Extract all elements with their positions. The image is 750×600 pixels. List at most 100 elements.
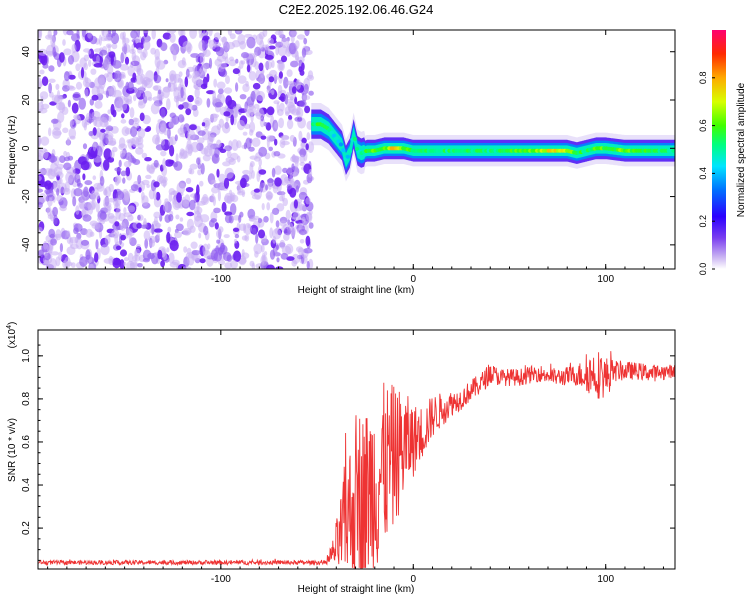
- noise-speckle: [261, 252, 266, 264]
- noise-speckle: [77, 156, 88, 165]
- noise-speckle: [63, 48, 72, 56]
- noise-speckle: [223, 111, 231, 117]
- noise-speckle: [38, 107, 48, 114]
- noise-speckle: [146, 126, 152, 132]
- noise-speckle: [305, 143, 309, 151]
- noise-speckle: [284, 94, 289, 105]
- noise-speckle: [70, 262, 76, 268]
- noise-speckle: [169, 73, 177, 85]
- noise-speckle: [68, 127, 77, 139]
- noise-speckle: [215, 47, 225, 57]
- noise-speckle: [285, 243, 294, 255]
- noise-speckle: [307, 70, 314, 79]
- noise-speckle: [123, 160, 132, 168]
- svg-text:(x104): (x104): [6, 322, 18, 349]
- noise-speckle: [208, 30, 213, 37]
- noise-speckle: [237, 119, 245, 131]
- noise-speckle: [213, 207, 221, 214]
- noise-speckle: [52, 46, 56, 58]
- noise-speckle: [236, 183, 242, 194]
- noise-speckle: [186, 211, 195, 217]
- noise-speckle: [187, 95, 194, 103]
- noise-speckle: [177, 127, 185, 135]
- noise-speckle: [252, 215, 260, 220]
- noise-speckle: [183, 246, 188, 253]
- noise-speckle: [223, 177, 230, 189]
- noise-speckle: [88, 59, 92, 67]
- noise-speckle: [43, 149, 49, 160]
- noise-speckle: [149, 239, 156, 248]
- noise-speckle: [176, 192, 182, 203]
- noise-speckle: [87, 201, 96, 211]
- noise-speckle: [278, 117, 284, 129]
- snr-xtick-label: -100: [211, 574, 231, 585]
- noise-speckle: [139, 85, 145, 94]
- noise-speckle: [306, 260, 310, 269]
- noise-speckle: [123, 261, 127, 266]
- noise-speckle: [85, 249, 91, 261]
- noise-speckle: [107, 30, 112, 34]
- noise-speckle: [303, 37, 308, 45]
- noise-speckle: [113, 89, 122, 99]
- signal-core: [334, 136, 339, 141]
- noise-speckle: [185, 68, 190, 78]
- noise-speckle: [142, 39, 151, 51]
- noise-speckle: [107, 206, 111, 216]
- noise-speckle: [223, 195, 232, 203]
- noise-speckle: [237, 34, 246, 45]
- noise-speckle: [221, 201, 227, 213]
- spec-xtick-label: -100: [211, 274, 231, 285]
- noise-speckle: [273, 75, 279, 80]
- noise-speckle: [232, 106, 238, 112]
- noise-speckle: [53, 95, 63, 104]
- noise-speckle: [107, 213, 115, 219]
- noise-speckle: [169, 261, 179, 268]
- noise-speckle: [153, 85, 159, 91]
- noise-speckle: [185, 108, 192, 116]
- noise-speckle: [152, 96, 161, 102]
- noise-speckle: [208, 39, 217, 50]
- noise-speckle: [153, 74, 162, 84]
- noise-speckle: [200, 163, 205, 175]
- noise-speckle: [99, 211, 107, 220]
- noise-speckle: [168, 214, 174, 222]
- noise-speckle: [169, 45, 174, 52]
- noise-speckle: [251, 262, 256, 269]
- noise-speckle: [177, 77, 183, 84]
- noise-speckle: [245, 108, 255, 118]
- noise-speckle: [138, 187, 142, 193]
- noise-speckle: [212, 196, 216, 207]
- noise-speckle: [136, 243, 141, 248]
- noise-speckle: [127, 252, 134, 263]
- noise-speckle: [274, 177, 282, 187]
- noise-speckle: [202, 35, 210, 41]
- signal-core: [341, 148, 346, 153]
- noise-speckle: [127, 214, 134, 222]
- spec-ytick-label: 0: [21, 145, 32, 151]
- noise-speckle: [290, 30, 298, 36]
- noise-speckle: [275, 220, 280, 228]
- noise-speckle: [178, 71, 183, 77]
- noise-speckle: [297, 247, 305, 256]
- noise-speckle: [286, 184, 292, 190]
- noise-speckle: [169, 240, 179, 252]
- noise-speckle: [83, 62, 88, 71]
- noise-speckle: [230, 114, 235, 126]
- noise-speckle: [59, 243, 64, 253]
- noise-speckle: [100, 128, 106, 133]
- noise-speckle: [45, 195, 50, 202]
- noise-speckle: [137, 128, 146, 139]
- noise-speckle: [99, 49, 108, 56]
- noise-speckle: [239, 60, 244, 69]
- noise-speckle: [295, 185, 299, 193]
- noise-speckle: [251, 227, 257, 236]
- snr-xtick-label: 0: [410, 574, 416, 585]
- spectrogram-ylabel: Frequency (Hz): [7, 116, 18, 185]
- noise-speckle: [302, 95, 311, 101]
- noise-speckle: [136, 68, 144, 76]
- noise-speckle: [224, 214, 232, 224]
- noise-speckle: [172, 49, 177, 62]
- noise-speckle: [157, 249, 163, 260]
- noise-speckle: [51, 118, 59, 124]
- noise-speckle: [104, 36, 114, 42]
